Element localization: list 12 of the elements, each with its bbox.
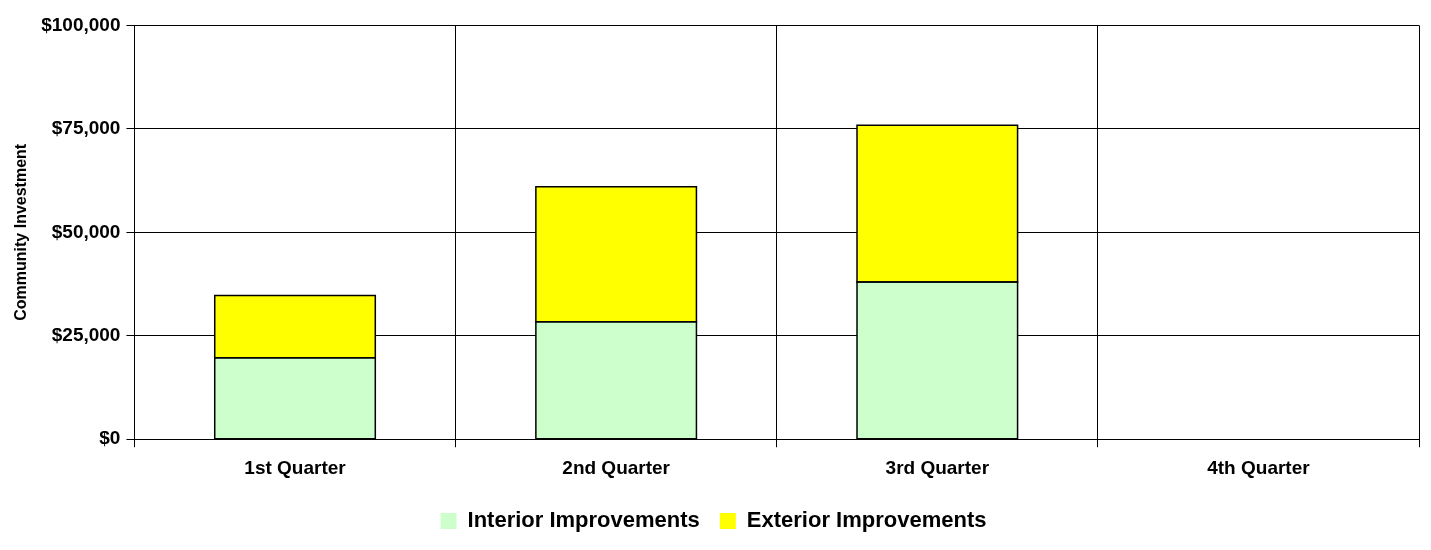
x-tick-label: 4th Quarter [1207,456,1311,478]
y-axis-title: Community Investment [12,143,30,321]
x-tick-label: 1st Quarter [244,456,347,478]
y-tick-label: $0 [99,427,121,449]
y-tick-label: $100,000 [41,13,121,35]
x-tick-label: 2nd Quarter [562,456,671,478]
legend-label: Exterior Improvements [746,507,987,533]
legend-label: Interior Improvements [467,507,700,533]
y-tick-label: $50,000 [51,220,121,242]
y-tick-label: $75,000 [51,117,121,139]
y-tick-label: $25,000 [51,323,121,345]
x-tick-label: 3rd Quarter [885,456,990,478]
